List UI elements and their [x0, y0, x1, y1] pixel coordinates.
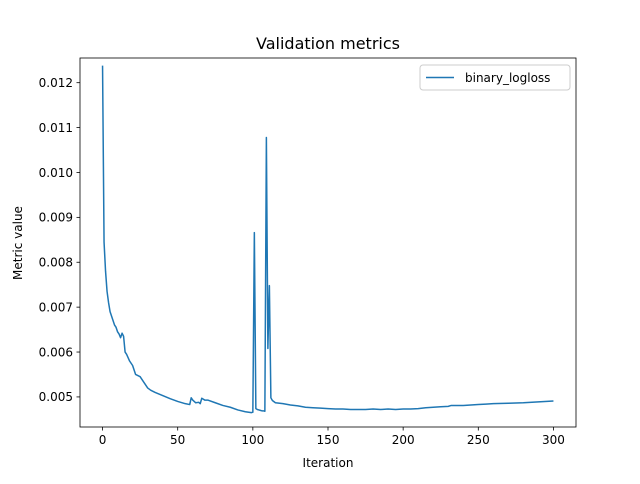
y-tick-label: 0.012: [39, 76, 73, 90]
legend-box: [419, 64, 571, 91]
y-tick-label: 0.011: [39, 121, 73, 135]
x-tick-label: 100: [241, 433, 264, 447]
x-tick-label: 0: [99, 433, 107, 447]
x-tick-label: 200: [392, 433, 415, 447]
plot-area: [101, 65, 554, 414]
x-tick-label: 50: [170, 433, 185, 447]
x-tick-label: 300: [542, 433, 565, 447]
y-tick-label: 0.009: [39, 211, 73, 225]
x-tick-label: 250: [467, 433, 490, 447]
legend-label: binary_logloss: [465, 71, 550, 85]
axes: 0 50 100 150 200 250 300 0.005 0.006 0.007 0.008 0.…: [39, 57, 577, 447]
chart-title: Validation metrics: [256, 34, 400, 53]
x-axis-label: Iteration: [303, 456, 354, 470]
y-tick-label: 0.008: [39, 256, 73, 270]
y-tick-label: 0.010: [39, 166, 73, 180]
series-line-binary_logloss: [101, 65, 554, 414]
y-tick-label: 0.005: [39, 390, 73, 404]
y-tick-label: 0.007: [39, 300, 73, 314]
y-axis-label: Metric value: [11, 206, 25, 280]
legend: binary_logloss: [419, 64, 571, 91]
y-tick-label: 0.006: [39, 345, 73, 359]
x-tick-label: 150: [317, 433, 340, 447]
